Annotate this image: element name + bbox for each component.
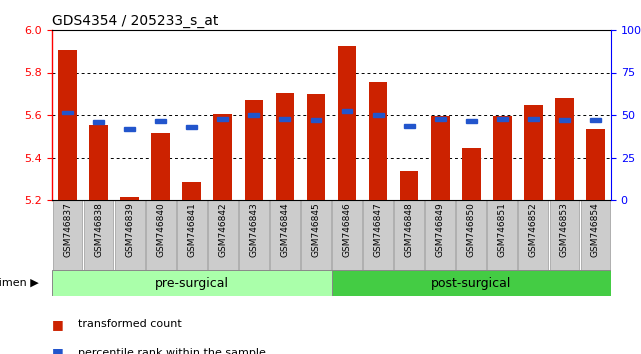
Bar [310, 118, 321, 121]
Text: GSM746841: GSM746841 [187, 202, 196, 257]
Bar [245, 100, 263, 200]
Bar [372, 113, 383, 117]
Text: GSM746848: GSM746848 [404, 202, 413, 257]
Bar [279, 117, 290, 121]
Text: specimen ▶: specimen ▶ [0, 278, 39, 288]
Text: GSM746854: GSM746854 [591, 202, 600, 257]
Bar [84, 200, 113, 270]
Text: GSM746851: GSM746851 [498, 202, 507, 257]
Bar [177, 200, 206, 270]
Text: ■: ■ [52, 318, 63, 331]
Text: post-surgical: post-surgical [431, 276, 512, 290]
Bar [301, 200, 331, 270]
Bar [559, 118, 570, 122]
Bar [115, 200, 145, 270]
Bar [217, 117, 228, 121]
Bar [555, 98, 574, 200]
Text: GSM746844: GSM746844 [280, 202, 290, 257]
Text: GSM746839: GSM746839 [125, 202, 134, 257]
Bar [187, 125, 197, 129]
Bar [121, 197, 139, 200]
Text: GSM746842: GSM746842 [219, 202, 228, 257]
Text: GSM746843: GSM746843 [249, 202, 258, 257]
Bar [93, 120, 104, 124]
Bar [581, 200, 610, 270]
Text: GSM746847: GSM746847 [374, 202, 383, 257]
Bar [306, 94, 325, 200]
Bar [342, 109, 353, 113]
Bar [400, 171, 419, 200]
Bar [466, 119, 477, 123]
Bar [528, 117, 539, 121]
Bar [590, 118, 601, 122]
Bar [270, 200, 300, 270]
Bar [52, 270, 331, 296]
Bar [332, 200, 362, 270]
Bar [183, 182, 201, 200]
Bar [524, 105, 543, 200]
Bar [146, 200, 176, 270]
Text: GSM746850: GSM746850 [467, 202, 476, 257]
Text: GSM746846: GSM746846 [342, 202, 351, 257]
Text: GDS4354 / 205233_s_at: GDS4354 / 205233_s_at [52, 13, 219, 28]
Bar [213, 114, 232, 200]
Bar [208, 200, 238, 270]
Bar [487, 200, 517, 270]
Text: transformed count: transformed count [78, 319, 181, 329]
Bar [58, 50, 77, 200]
Bar [249, 113, 260, 117]
Bar [425, 200, 455, 270]
Text: GSM746840: GSM746840 [156, 202, 165, 257]
Text: GSM746849: GSM746849 [436, 202, 445, 257]
Bar [363, 200, 393, 270]
Bar [431, 116, 449, 200]
Bar [519, 200, 548, 270]
Text: GSM746837: GSM746837 [63, 202, 72, 257]
Text: GSM746853: GSM746853 [560, 202, 569, 257]
Text: GSM746838: GSM746838 [94, 202, 103, 257]
Bar [493, 116, 512, 200]
Bar [155, 119, 166, 123]
Text: pre-surgical: pre-surgical [154, 276, 229, 290]
Bar [586, 129, 605, 200]
Bar [62, 110, 73, 114]
Bar [462, 148, 481, 200]
Bar [404, 124, 415, 128]
Bar [331, 270, 611, 296]
Bar [124, 127, 135, 131]
Text: GSM746845: GSM746845 [312, 202, 320, 257]
Bar [394, 200, 424, 270]
Bar [549, 200, 579, 270]
Bar [497, 117, 508, 121]
Bar [369, 82, 387, 200]
Bar [338, 46, 356, 200]
Bar [276, 93, 294, 200]
Text: ■: ■ [52, 346, 63, 354]
Bar [456, 200, 486, 270]
Bar [53, 200, 83, 270]
Bar [239, 200, 269, 270]
Bar [89, 125, 108, 200]
Bar [151, 133, 170, 200]
Text: percentile rank within the sample: percentile rank within the sample [78, 348, 265, 354]
Text: GSM746852: GSM746852 [529, 202, 538, 257]
Bar [435, 117, 445, 121]
